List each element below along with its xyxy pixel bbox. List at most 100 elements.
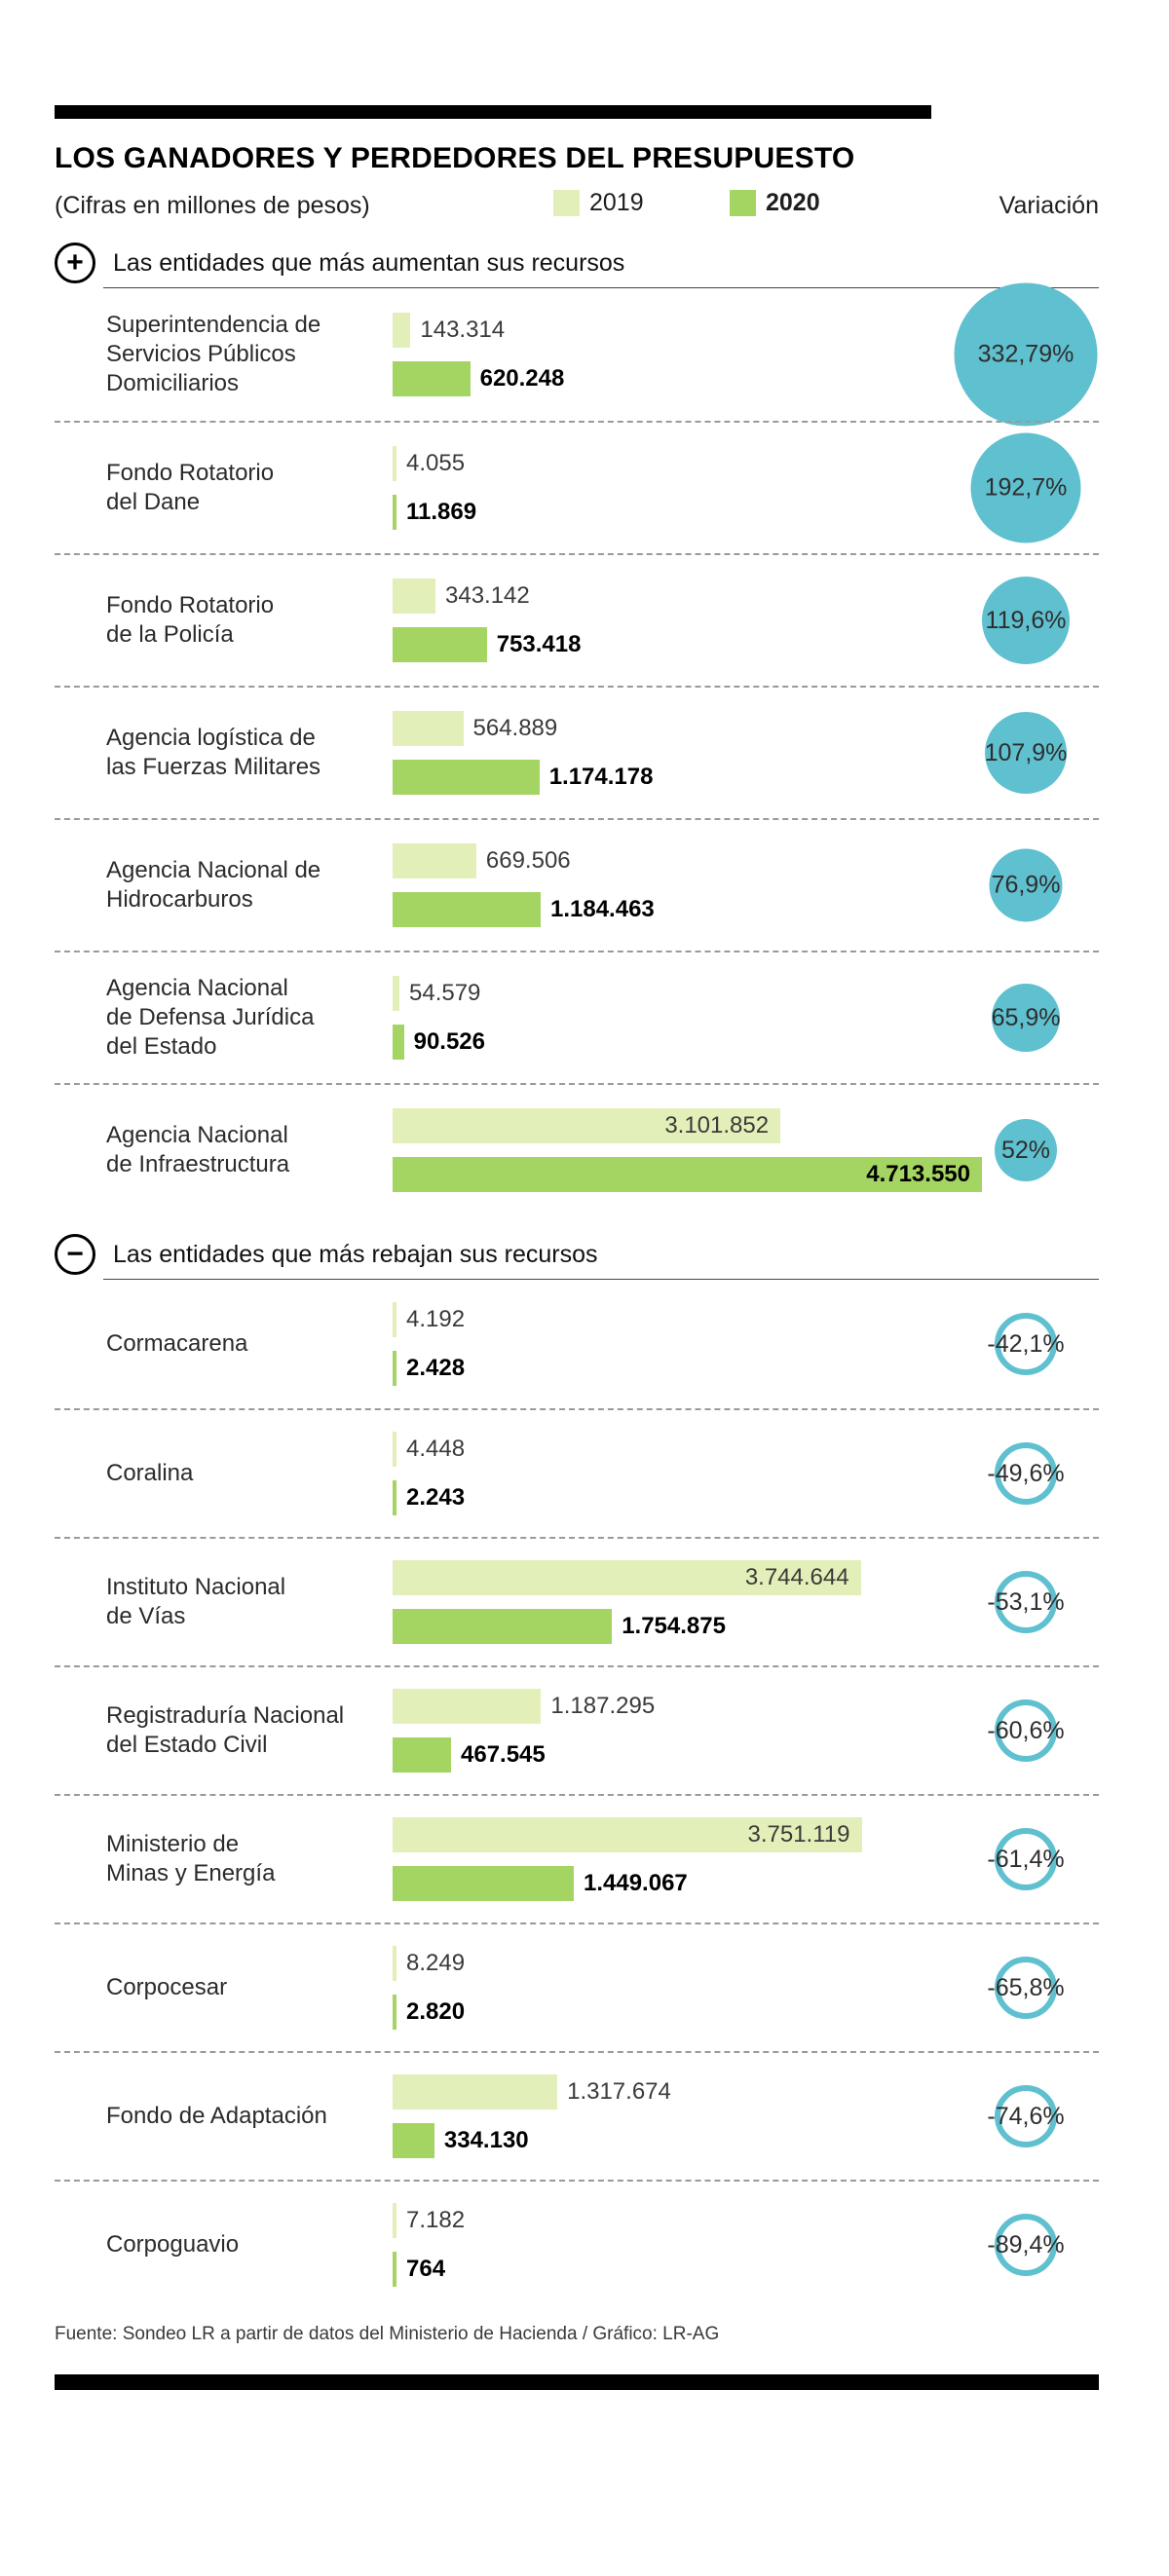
bar-group: 3.744.644 1.754.875: [393, 1560, 1016, 1644]
variation-circle: -49,6%: [987, 1442, 1065, 1505]
bar-2020: [393, 1351, 396, 1386]
variation-value: -65,8%: [987, 1973, 1065, 2001]
variation-circle: 192,7%: [970, 432, 1081, 543]
bar-line-2020: 1.184.463: [393, 892, 1016, 927]
section-header-decrease: − Las entidades que más rebajan sus recu…: [55, 1229, 1099, 1280]
bar-line-2019: 8.249: [393, 1946, 1016, 1981]
value-label-2020: 753.418: [496, 631, 582, 657]
variation-circle: 52%: [995, 1119, 1057, 1181]
entity-row: Superintendencia de Servicios Públicos Dom…: [55, 282, 1099, 427]
page-title: LOS GANADORES Y PERDEDORES DEL PRESUPUES…: [55, 142, 855, 174]
entity-row: Agencia logística de las Fuerzas Militare…: [55, 686, 1099, 818]
bar-2020: [393, 1025, 404, 1060]
bar-line-2019: 1.187.295: [393, 1689, 1016, 1724]
bar-2019: [393, 1689, 542, 1724]
section-header-increase: + Las entidades que más aumentan sus rec…: [55, 238, 1099, 288]
value-label-2019: 3.751.119: [747, 1821, 850, 1848]
variation-circle: 76,9%: [989, 848, 1063, 922]
bottom-accent-bar: [55, 2374, 1099, 2390]
variation-value: -60,6%: [987, 1716, 1065, 1744]
bar-2019: [393, 2203, 396, 2238]
value-label-2019: 4.448: [406, 1436, 466, 1462]
value-label-2019: 4.055: [406, 450, 466, 476]
entity-row: Corpocesar 8.249 2.820 -65,8%: [55, 1923, 1099, 2051]
variation-circle: -42,1%: [987, 1313, 1065, 1375]
entity-row: Instituto Nacional de Vías 3.744.644 1.75…: [55, 1537, 1099, 1665]
bar-line-2019: 4.192: [393, 1302, 1016, 1337]
bar-group: 4.192 2.428: [393, 1302, 1016, 1386]
value-label-2020: 4.713.550: [866, 1161, 970, 1187]
bar-line-2020: 764: [393, 2252, 1016, 2287]
variation-circle: 65,9%: [992, 984, 1060, 1052]
bar-2020: 4.713.550: [393, 1157, 982, 1192]
bar-2019: [393, 313, 411, 348]
plus-circle-icon: +: [55, 243, 95, 283]
bar-group: 1.187.295 467.545: [393, 1689, 1016, 1773]
entity-name: Corpoguavio: [106, 2231, 240, 2258]
bar-2019: [393, 1302, 396, 1337]
variation-value: 119,6%: [985, 606, 1067, 634]
bar-line-2020: 1.174.178: [393, 760, 1016, 795]
bar-2020: [393, 2252, 396, 2287]
minus-circle-icon: −: [55, 1234, 95, 1275]
entity-name: Registraduría Nacional del Estado Civil: [106, 1702, 345, 1758]
entity-row: Cormacarena 4.192 2.428 -42,1%: [55, 1280, 1099, 1408]
bar-group: 3.101.852 4.713.550: [393, 1108, 1016, 1192]
legend-label-2019: 2019: [589, 189, 644, 216]
bar-line-2019: 143.314: [393, 313, 1016, 348]
bar-line-2020: 1.754.875: [393, 1609, 1016, 1644]
bar-2020: [393, 495, 396, 530]
value-label-2019: 4.192: [406, 1306, 466, 1332]
value-label-2020: 2.243: [406, 1484, 466, 1511]
bar-line-2019: 4.448: [393, 1432, 1016, 1467]
bar-2019: [393, 579, 435, 614]
section-title-increase: Las entidades que más aumentan sus recur…: [113, 248, 625, 277]
variation-value: 76,9%: [991, 871, 1061, 899]
entity-name: Fondo Rotatorio de la Policía: [106, 592, 275, 648]
bar-line-2020: 334.130: [393, 2123, 1016, 2158]
variation-value: 332,79%: [977, 340, 1075, 368]
value-label-2020: 90.526: [413, 1028, 485, 1055]
variation-value: -53,1%: [987, 1587, 1065, 1616]
value-label-2020: 467.545: [461, 1741, 546, 1768]
variation-value: 65,9%: [991, 1003, 1061, 1031]
value-label-2019: 7.182: [406, 2207, 466, 2233]
rows-increase: Superintendencia de Servicios Públicos Dom…: [55, 282, 1099, 1215]
bar-line-2020: 620.248: [393, 361, 1016, 396]
legend-swatch-2020: [730, 190, 756, 216]
value-label-2019: 8.249: [406, 1950, 466, 1976]
bar-group: 143.314 620.248: [393, 313, 1016, 396]
rows-decrease: Cormacarena 4.192 2.428 -42,1% Coralina …: [55, 1280, 1099, 2308]
entity-row: Agencia Nacional de Defensa Jurídica del E…: [55, 951, 1099, 1083]
bar-2020: [393, 361, 471, 396]
value-label-2019: 1.187.295: [550, 1693, 656, 1719]
subtitle: (Cifras en millones de pesos): [55, 192, 370, 219]
value-label-2020: 334.130: [443, 2127, 529, 2153]
variation-circle: 107,9%: [985, 712, 1067, 794]
bar-2019: [393, 1432, 396, 1467]
variation-value: -49,6%: [987, 1459, 1065, 1487]
variation-value: 52%: [1000, 1136, 1051, 1164]
entity-name: Instituto Nacional de Vías: [106, 1574, 286, 1629]
bar-2019: [393, 843, 476, 878]
bar-2019: [393, 1946, 396, 1981]
bar-line-2020: 2.243: [393, 1480, 1016, 1515]
value-label-2019: 564.889: [472, 715, 558, 741]
value-label-2019: 143.314: [420, 317, 506, 343]
value-label-2020: 1.449.067: [584, 1870, 688, 1896]
value-label-2019: 1.317.674: [567, 2078, 671, 2105]
bar-2019: 3.101.852: [393, 1108, 781, 1143]
infographic: LOS GANADORES Y PERDEDORES DEL PRESUPUES…: [0, 105, 1169, 2390]
value-label-2020: 2.428: [406, 1355, 466, 1381]
source-credit: Fuente: Sondeo LR a partir de datos del …: [55, 2324, 720, 2344]
bar-2020: [393, 1866, 574, 1901]
value-label-2020: 11.869: [406, 499, 477, 525]
entity-name: Agencia Nacional de Infraestructura: [106, 1122, 290, 1177]
value-label-2020: 1.754.875: [622, 1613, 726, 1639]
bar-2020: [393, 1737, 451, 1773]
legend-row: (Cifras en millones de pesos) 2019 2020 …: [55, 189, 1099, 224]
bar-2020: [393, 760, 540, 795]
entity-row: Coralina 4.448 2.243 -49,6%: [55, 1408, 1099, 1537]
variation-value: 107,9%: [984, 738, 1068, 766]
variation-value: -89,4%: [987, 2230, 1065, 2259]
